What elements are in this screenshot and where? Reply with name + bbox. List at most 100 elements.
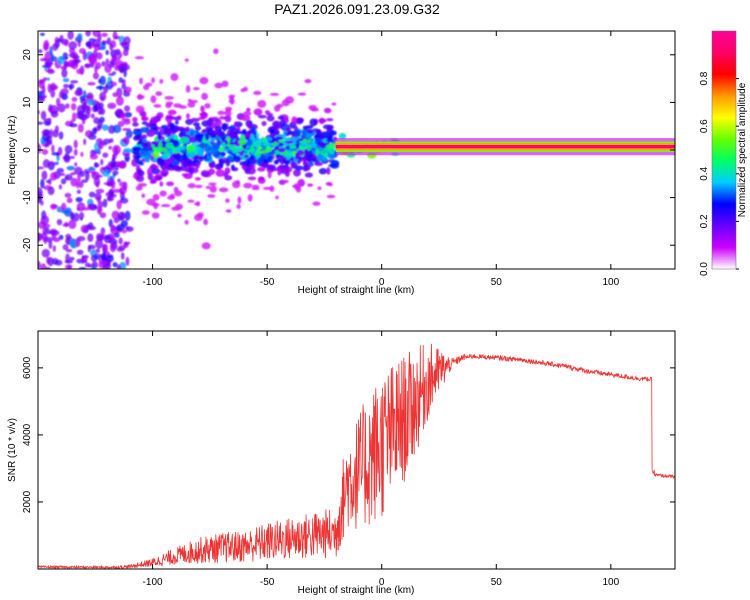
spectrogram-x-tick-label: -100 xyxy=(143,277,163,288)
spectrogram-cell xyxy=(306,129,314,134)
spectrogram-cell xyxy=(151,77,155,84)
colorbar-tick-label: 0.0 xyxy=(699,262,710,276)
spectrogram-cell xyxy=(117,178,121,183)
spectrogram-cell xyxy=(221,80,229,88)
spectrogram-cell xyxy=(51,144,55,153)
spectrogram-cell xyxy=(277,158,282,163)
spectrogram-cell xyxy=(298,140,308,144)
spectrogram-cell xyxy=(284,171,290,177)
spectrogram-cell xyxy=(121,229,127,234)
spectrogram-cell xyxy=(187,183,196,189)
spectrogram-cell xyxy=(306,145,312,151)
colorbar-tick-label: 0.6 xyxy=(699,119,710,133)
spectrogram-cell xyxy=(204,103,211,109)
spectrogram-cell xyxy=(56,167,65,174)
spectrogram-cell xyxy=(246,166,256,175)
spectrogram-cell xyxy=(241,115,251,122)
spectrogram-cell xyxy=(302,130,307,138)
spectrogram-blobs xyxy=(38,31,406,269)
spectrogram-cell xyxy=(38,232,42,242)
spectrogram-cell xyxy=(125,129,133,139)
spectrogram-cell xyxy=(239,152,244,157)
spectrogram-cell xyxy=(63,83,70,89)
spectrogram-cell xyxy=(78,266,87,269)
spectrogram-cell xyxy=(205,150,214,154)
spectrogram-cell xyxy=(60,88,69,95)
spectrogram-cell xyxy=(102,264,108,269)
spectrogram-cell xyxy=(90,113,95,119)
spectrogram-cell xyxy=(77,172,81,183)
spectrogram-cell xyxy=(141,210,150,215)
spectrogram-cell xyxy=(84,130,93,138)
spectrogram-cell xyxy=(68,41,78,50)
spectrogram-cell xyxy=(293,169,301,177)
spectrogram-cell xyxy=(199,77,209,85)
spectrogram-cell xyxy=(246,123,253,128)
spectrogram-cell xyxy=(281,159,290,163)
spectrogram-cell xyxy=(64,40,69,47)
spectrogram-cell xyxy=(187,101,196,108)
spectrogram-cell xyxy=(139,77,143,85)
spectrogram-cell xyxy=(214,82,223,89)
spectrogram-cell xyxy=(209,185,217,193)
spectrogram-cell xyxy=(56,97,61,107)
spectrogram-x-tick-label: -50 xyxy=(260,277,275,288)
spectrogram-cell xyxy=(51,152,60,156)
spectrogram-cell xyxy=(318,168,328,175)
spectrogram-cell xyxy=(316,129,322,135)
spectrogram-cell xyxy=(225,106,233,112)
spectrogram-cell xyxy=(87,233,94,243)
spectrogram-cell xyxy=(199,142,209,149)
spectrogram-cell xyxy=(250,133,255,140)
spectrogram-cell xyxy=(94,256,100,260)
spectrogram-cell xyxy=(101,32,108,38)
spectrogram-cell xyxy=(304,172,314,178)
spectrogram-cell xyxy=(76,258,84,264)
spectrogram-cell xyxy=(294,152,300,160)
spectrogram-cell xyxy=(77,37,81,48)
spectrogram-cell xyxy=(197,148,205,156)
spectrogram-cell xyxy=(304,78,312,84)
spectrogram-cell xyxy=(51,230,57,240)
spectrogram-cell xyxy=(238,139,247,145)
spectrogram-cell xyxy=(257,157,265,163)
spectrogram-cell xyxy=(315,148,320,157)
spectrogram-cell xyxy=(150,178,157,184)
spectrogram-cell xyxy=(145,123,153,128)
spectrogram-cell xyxy=(269,128,275,134)
spectrogram-cell xyxy=(224,167,231,175)
spectrogram-cell xyxy=(102,243,109,253)
spectrogram-cell xyxy=(197,116,205,120)
spectrogram-cell xyxy=(304,148,309,156)
spectrogram-cell xyxy=(121,42,130,49)
spectrogram-cell xyxy=(96,196,101,203)
spectrogram-cell xyxy=(211,142,221,150)
spectrogram-cell xyxy=(283,179,289,183)
spectrogram-x-ticks: -100 -50 0 50 100 xyxy=(143,31,620,288)
spectrogram-cell xyxy=(253,90,262,96)
spectrogram-cell xyxy=(118,245,126,251)
spectrogram-cell xyxy=(170,73,179,82)
spectrogram-cell xyxy=(232,180,241,189)
snr-x-tick-label: 100 xyxy=(602,577,619,588)
spectrogram-cell xyxy=(266,115,275,122)
spectrogram-cell xyxy=(173,186,179,193)
spectrogram-cell xyxy=(88,55,98,65)
spectrogram-cell xyxy=(135,105,145,113)
spectrogram-cell xyxy=(113,232,120,238)
spectrogram-cell xyxy=(105,49,109,56)
spectrogram-cell xyxy=(119,112,126,119)
spectrogram-cell xyxy=(295,165,304,171)
spectrogram-cell xyxy=(102,138,112,144)
spectrogram-cell xyxy=(68,219,77,230)
spectrogram-cell xyxy=(228,94,236,98)
spectrogram-cell xyxy=(145,82,153,87)
spectrogram-cell xyxy=(275,195,279,200)
spectrogram-cell xyxy=(64,174,73,181)
spectrogram-cell xyxy=(156,160,166,166)
spectrogram-cell xyxy=(43,39,50,50)
spectrogram-cell xyxy=(73,139,78,149)
spectrogram-cell xyxy=(253,108,263,116)
spectrogram-cell xyxy=(50,172,58,181)
spectrogram-cell xyxy=(205,185,211,189)
